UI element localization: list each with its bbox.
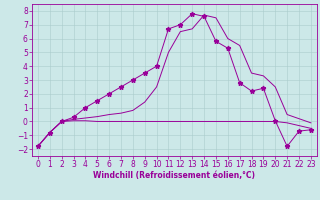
X-axis label: Windchill (Refroidissement éolien,°C): Windchill (Refroidissement éolien,°C): [93, 171, 255, 180]
